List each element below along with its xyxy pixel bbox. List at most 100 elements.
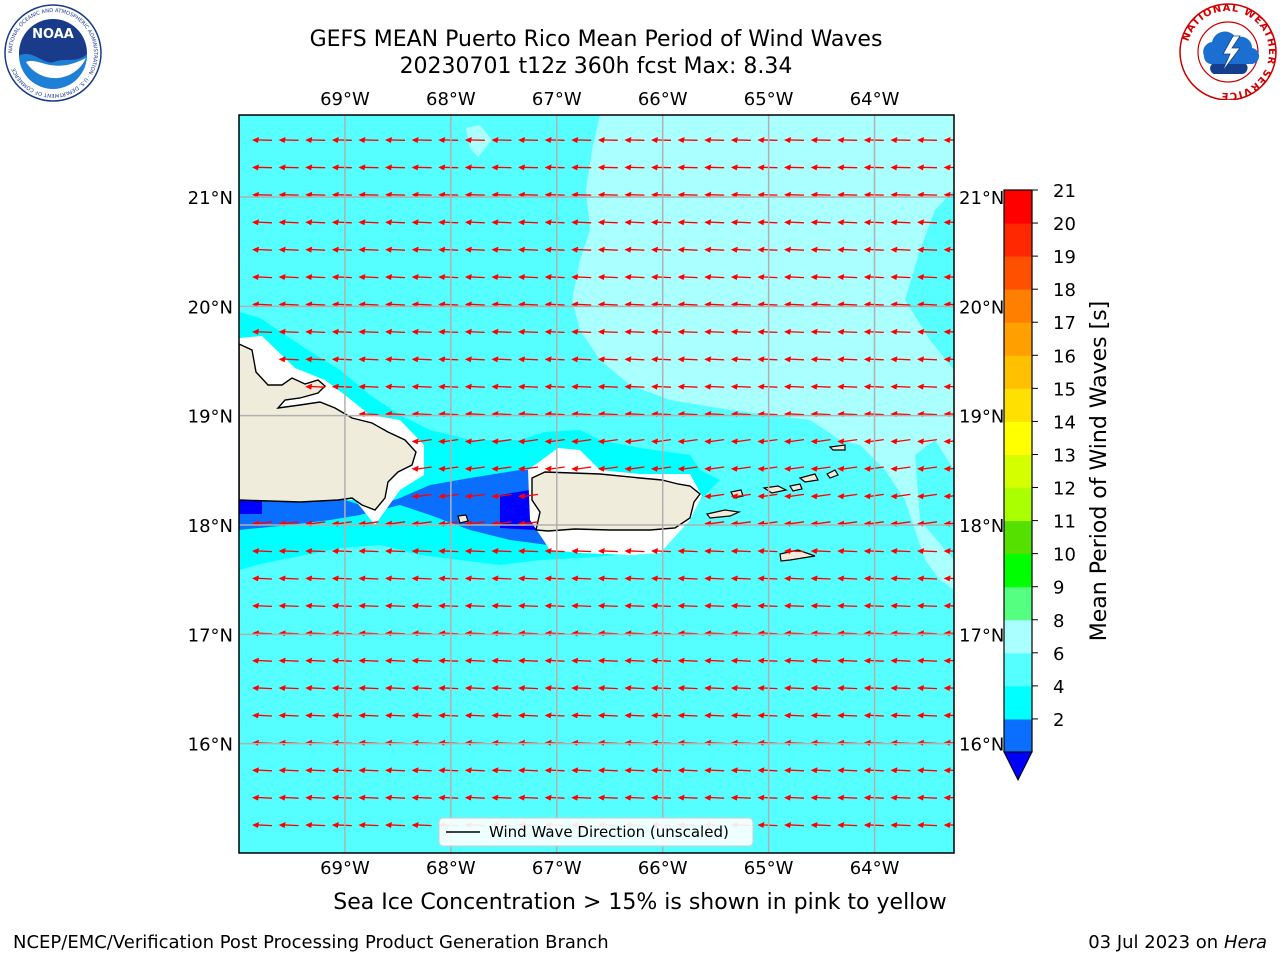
wave-direction-arrow — [784, 164, 805, 171]
colorbar-segment — [1004, 520, 1032, 555]
colorbar-under-extension — [1003, 751, 1033, 782]
wave-direction-arrow — [730, 219, 751, 226]
wave-direction-arrow — [890, 685, 911, 691]
wave-direction-arrow — [810, 465, 831, 472]
wave-direction-arrow — [518, 712, 539, 719]
wave-direction-arrow — [677, 328, 698, 335]
wave-direction-arrow — [518, 465, 539, 472]
wave-direction-arrow — [597, 657, 618, 664]
wave-direction-arrow — [358, 274, 379, 280]
wave-direction-arrow — [917, 685, 938, 691]
wave-direction-arrow — [331, 657, 352, 664]
colorbar-segment — [1004, 190, 1032, 224]
wave-direction-arrow — [385, 328, 406, 335]
wave-direction-arrow — [331, 219, 352, 226]
wave-direction-arrow — [305, 685, 326, 691]
longitude-tick-label: 68°W — [426, 858, 476, 879]
wave-direction-arrow — [624, 657, 645, 664]
wave-direction-arrow — [571, 602, 592, 609]
wave-direction-arrow — [730, 438, 751, 445]
wave-direction-arrow — [677, 246, 698, 253]
longitude-tick-label: 66°W — [638, 89, 688, 110]
wave-direction-arrow — [438, 548, 459, 554]
wave-direction-arrow — [837, 822, 858, 828]
colorbar-segment — [1004, 487, 1032, 522]
colorbar-segment — [1004, 586, 1032, 621]
wave-direction-arrow — [491, 575, 512, 582]
wave-direction-arrow — [305, 712, 326, 719]
wave-direction-arrow — [464, 438, 485, 445]
wave-direction-arrow — [810, 246, 831, 253]
noaa-logo: NATIONAL OCEANIC AND ATMOSPHERIC ADMINIS… — [4, 4, 102, 102]
wave-direction-arrow — [890, 356, 911, 363]
wave-direction-arrow — [943, 328, 954, 335]
wave-direction-arrow — [943, 383, 954, 390]
wave-direction-arrow — [704, 328, 725, 335]
wave-direction-arrow — [464, 657, 485, 664]
wave-direction-arrow — [624, 164, 645, 171]
wave-direction-arrow — [331, 383, 352, 390]
wave-direction-arrow — [597, 602, 618, 609]
wave-direction-arrow — [491, 657, 512, 664]
colorbar-tick-label: 16 — [1053, 346, 1076, 367]
wave-direction-arrow — [890, 794, 911, 801]
wave-direction-arrow — [464, 328, 485, 335]
wave-direction-arrow — [438, 274, 459, 280]
wave-direction-arrow — [305, 274, 326, 280]
wave-direction-arrow — [331, 767, 352, 774]
wave-direction-arrow — [784, 219, 805, 226]
wave-direction-arrow — [784, 493, 805, 500]
wave-direction-arrow — [571, 657, 592, 664]
wave-direction-arrow — [704, 493, 725, 500]
wave-direction-arrow — [518, 685, 539, 691]
wave-direction-arrow — [677, 767, 698, 774]
wave-direction-arrow — [837, 274, 858, 280]
wave-direction-arrow — [917, 657, 938, 664]
wave-direction-arrow — [438, 465, 459, 472]
wave-direction-arrow — [491, 767, 512, 774]
wave-direction-arrow — [331, 328, 352, 335]
colorbar-segment — [1004, 685, 1032, 720]
colorbar-segment — [1004, 421, 1032, 455]
wave-direction-arrow — [518, 356, 539, 363]
longitude-tick-label: 67°W — [532, 858, 582, 879]
colorbar-segment — [1004, 355, 1032, 389]
wave-direction-arrow — [385, 822, 406, 828]
wave-direction-arrow — [597, 246, 618, 253]
wave-direction-arrow — [704, 137, 725, 143]
wave-direction-arrow — [464, 356, 485, 363]
latitude-tick-label: 16°N — [959, 735, 1004, 756]
wave-direction-arrow — [837, 794, 858, 801]
period-field-8-9-small — [466, 125, 492, 157]
wave-direction-arrow — [331, 794, 352, 801]
wave-direction-arrow — [597, 219, 618, 226]
period-field-under-2-east — [500, 490, 536, 530]
wave-direction-arrow — [624, 246, 645, 253]
wave-direction-arrow — [810, 548, 831, 554]
wave-direction-arrow — [784, 328, 805, 335]
wave-direction-arrow — [624, 383, 645, 390]
wave-direction-arrow — [491, 465, 512, 472]
wave-direction-arrow — [518, 137, 539, 143]
longitude-tick-label: 64°W — [850, 858, 900, 879]
wave-direction-arrow — [810, 356, 831, 363]
wave-direction-arrow — [704, 575, 725, 582]
wave-direction-arrow — [597, 575, 618, 582]
wave-direction-arrow — [730, 657, 751, 664]
graticule — [239, 115, 954, 853]
longitude-tick-label: 64°W — [850, 89, 900, 110]
wave-direction-arrow — [677, 356, 698, 363]
colorbar-tick-label: 19 — [1053, 247, 1076, 268]
wave-direction-arrow — [491, 548, 512, 554]
page-title-line1: GEFS MEAN Puerto Rico Mean Period of Win… — [309, 27, 883, 52]
latitude-tick-label: 21°N — [959, 188, 1004, 209]
wave-direction-arrow — [464, 602, 485, 609]
wave-direction-arrow — [810, 602, 831, 609]
wave-direction-arrow — [331, 137, 352, 143]
wave-direction-arrow — [252, 246, 273, 253]
wave-direction-arrow — [278, 274, 299, 280]
wave-direction-arrow — [837, 328, 858, 335]
wave-direction-arrow — [331, 548, 352, 554]
wave-direction-arrow — [571, 548, 592, 554]
